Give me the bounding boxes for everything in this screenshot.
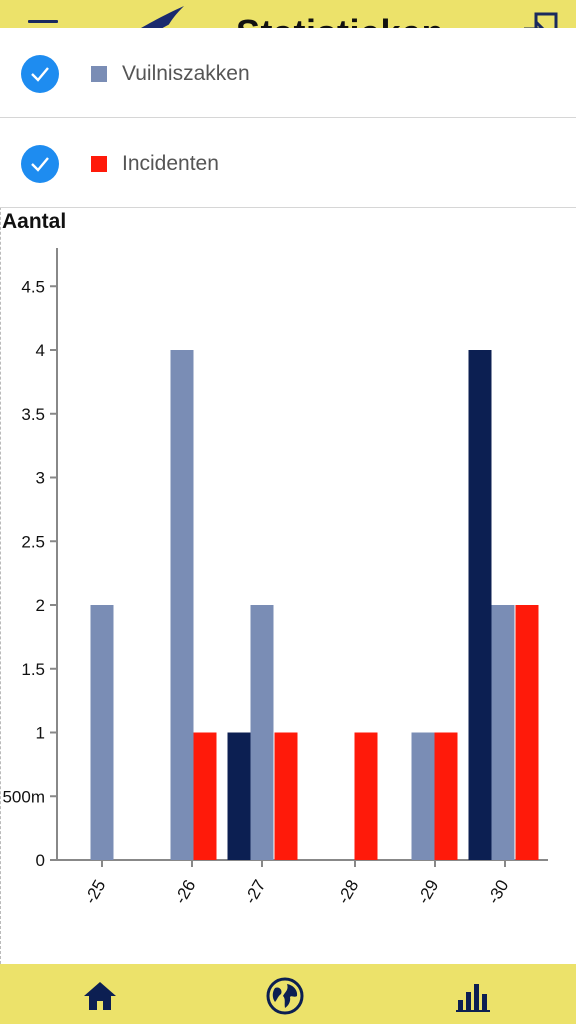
chart-svg: 0 500m 1 1.5 2 2.5 3 3.5 4 4.5 -25 -26 -27 -28 -29 -30 xyxy=(2,248,548,908)
bar xyxy=(411,732,435,860)
legend-label-incidenten: Incidenten xyxy=(122,152,219,175)
bar-chart: Aantal 0 500m 1 1.5 2 2.5 3 3.5 4 4.5 -25 -26 -27 -28… xyxy=(0,208,576,964)
left-border-line xyxy=(0,62,2,964)
y-tick-label: 0 xyxy=(36,851,45,870)
y-tick-label: 1 xyxy=(36,724,45,743)
bar xyxy=(354,732,378,860)
home-icon[interactable] xyxy=(80,976,120,1016)
y-tick-label: 500m xyxy=(2,787,45,806)
x-tick-label: -26 xyxy=(171,877,200,908)
y-tick-label: 4 xyxy=(36,341,45,360)
bar xyxy=(90,605,114,860)
legend-row-vuilniszakken[interactable]: Vuilniszakken xyxy=(0,28,576,118)
y-tick-label: 2.5 xyxy=(21,532,45,551)
x-tick-label: -29 xyxy=(414,877,443,908)
x-tick-label: -25 xyxy=(81,877,110,908)
bar xyxy=(227,732,251,860)
bar xyxy=(468,350,492,860)
bar xyxy=(491,605,515,860)
x-tick-label: -30 xyxy=(484,877,513,908)
y-tick-label: 3 xyxy=(36,469,45,488)
bar-chart-icon[interactable] xyxy=(454,976,494,1016)
y-axis-label: Aantal xyxy=(2,210,67,233)
y-tick-label: 4.5 xyxy=(21,277,45,296)
globe-icon[interactable] xyxy=(265,976,305,1016)
bar xyxy=(434,732,458,860)
legend-swatch-vuilniszakken xyxy=(91,66,107,82)
x-tick-label: -28 xyxy=(334,877,363,908)
checkbox-vuilniszakken[interactable] xyxy=(21,55,59,93)
y-tick-label: 3.5 xyxy=(21,405,45,424)
bar xyxy=(515,605,539,860)
legend-label-vuilniszakken: Vuilniszakken xyxy=(122,62,250,85)
y-tick-label: 1.5 xyxy=(21,660,45,679)
bottom-nav-bar xyxy=(0,964,576,1024)
bar xyxy=(193,732,217,860)
x-tick-label: -27 xyxy=(241,877,270,908)
bar xyxy=(170,350,194,860)
legend-row-incidenten[interactable]: Incidenten xyxy=(0,118,576,208)
bar xyxy=(250,605,274,860)
bar xyxy=(274,732,298,860)
checkbox-incidenten[interactable] xyxy=(21,145,59,183)
y-tick-label: 2 xyxy=(36,596,45,615)
legend-swatch-incidenten xyxy=(91,156,107,172)
